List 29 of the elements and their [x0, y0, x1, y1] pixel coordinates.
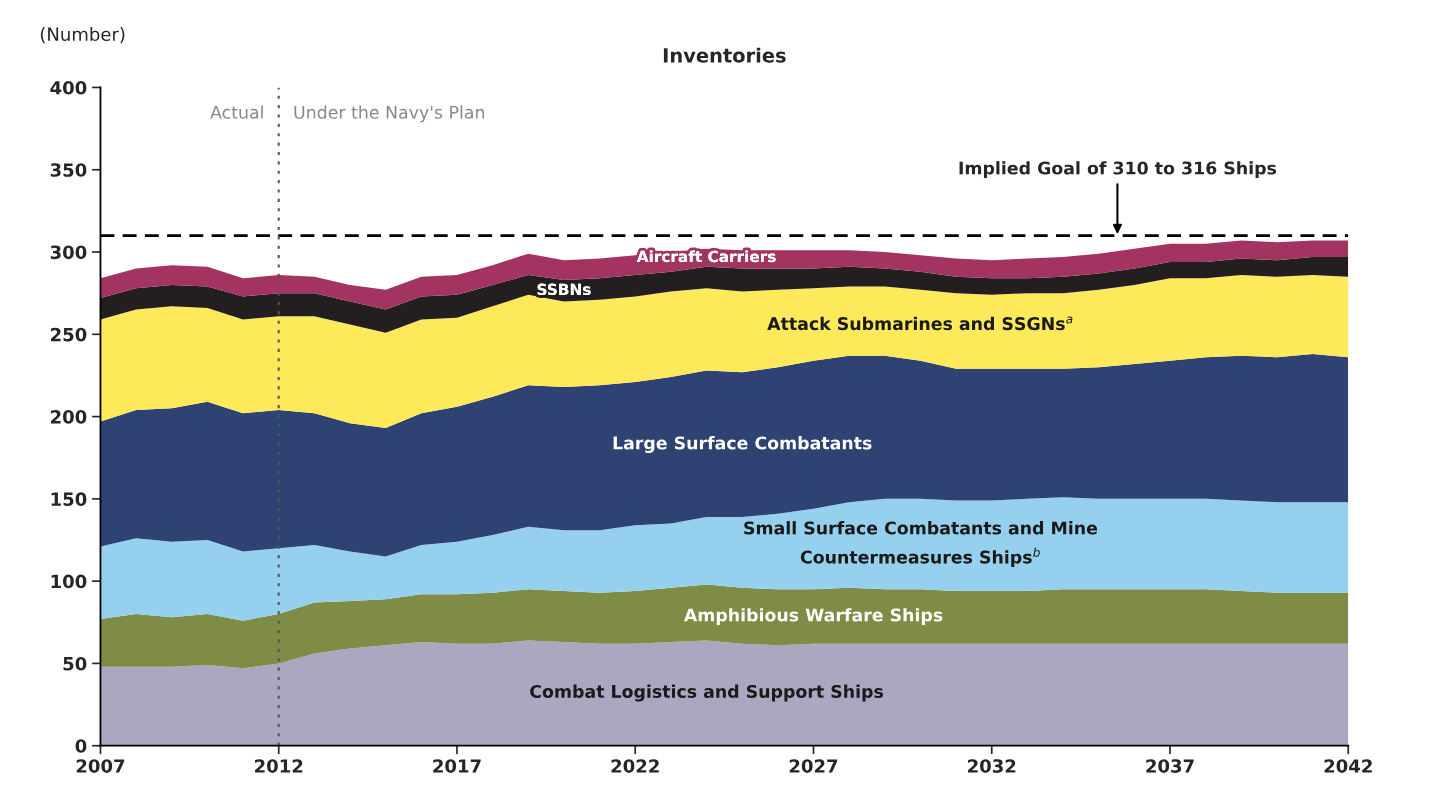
- y-tick-label: 0: [75, 739, 87, 753]
- chart-title: Inventories: [663, 47, 786, 63]
- y-tick-label: 350: [50, 163, 87, 177]
- y-tick-label: 100: [51, 574, 87, 589]
- series-label: Large Surface Combatants: [613, 436, 872, 454]
- y-tick-label: 300: [50, 245, 87, 260]
- y-tick-label: 150: [51, 492, 87, 506]
- y-tick-label: 200: [51, 410, 87, 424]
- annotation: Actual: [210, 105, 263, 119]
- ref-line-label: Implied Goal of 310 to 316 Ships: [959, 161, 1277, 178]
- x-tick-label: 2022: [611, 759, 659, 773]
- x-tick-label: 2042: [1324, 759, 1372, 773]
- annotation: Under the Navy's Plan: [294, 105, 485, 123]
- x-tick-label: 2007: [76, 759, 125, 773]
- x-tick-label: 2037: [1146, 759, 1194, 773]
- series-label: Attack Submarines and SSGNs$^{a}$: [767, 316, 1073, 331]
- y-axis-title: (Number): [40, 27, 125, 44]
- series-label: Amphibious Warfare Ships: [683, 608, 943, 625]
- x-tick-label: 2032: [968, 759, 1016, 773]
- series-label: Aircraft Carriers: [636, 250, 776, 263]
- series-label: SSBNs: [537, 283, 591, 296]
- x-tick-label: 2017: [433, 759, 481, 773]
- x-tick-label: 2027: [789, 759, 838, 773]
- x-tick-label: 2012: [255, 759, 303, 773]
- series-label: Small Surface Combatants and Mine Countermeasures Ships$^{b}$: [744, 521, 1098, 567]
- y-tick-label: 50: [63, 656, 87, 671]
- y-tick-label: 400: [50, 80, 87, 95]
- series-label: Combat Logistics and Support Ships: [530, 684, 883, 702]
- y-tick-label: 250: [51, 327, 87, 342]
